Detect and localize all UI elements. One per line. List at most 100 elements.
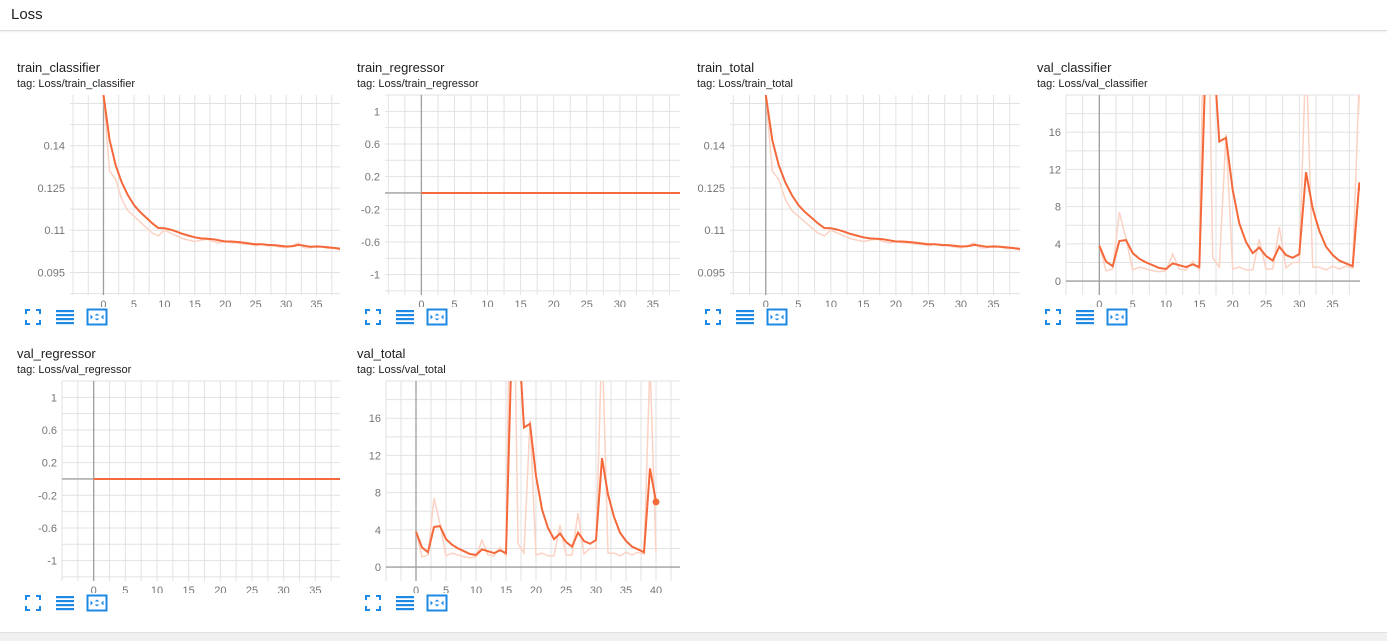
y-tick-label: 0.14	[704, 141, 725, 153]
x-tick-label: 5	[131, 299, 137, 307]
chart-tag: tag: Loss/val_regressor	[17, 364, 132, 376]
chart-tag: tag: Loss/train_classifier	[17, 78, 135, 90]
raw-series-line	[1098, 95, 1360, 273]
chart-title: val_classifier	[1037, 60, 1112, 75]
chart-card-val-total: val_total tag: Loss/val_total 0 5 10 15 20 25 30…	[340, 323, 680, 612]
log-scale-icon[interactable]	[55, 308, 77, 328]
chart-title: val_total	[357, 346, 406, 361]
chart-card-val-classifier: val_classifier tag: Loss/val_classifier 0 5…	[1020, 37, 1360, 326]
smoothed-series-line	[415, 381, 657, 557]
line-chart[interactable]: 0 5 10 15 20 25 30 35 0.095 0.11 0.125 0.14	[680, 37, 1020, 307]
x-tick-label: 20	[1227, 299, 1239, 307]
y-tick-label: 8	[375, 488, 381, 500]
fit-domain-icon[interactable]	[364, 308, 386, 328]
grid	[385, 94, 680, 295]
y-tick-label: -0.6	[38, 523, 57, 535]
x-tick-label: 35	[647, 299, 659, 307]
y-tick-label: 0.125	[37, 183, 65, 195]
expand-icon[interactable]	[86, 594, 108, 614]
x-tick-label: 10	[158, 299, 170, 307]
y-tick-label: 0.14	[44, 141, 65, 153]
x-tick-label: 25	[922, 299, 934, 307]
y-tick-label: -0.6	[361, 237, 380, 249]
y-tick-label: 0.2	[365, 172, 380, 184]
line-chart[interactable]: 0 5 10 15 20 25 30 35 -1 -0.6 -0.2 0.2 0.6 1	[0, 323, 340, 593]
x-tick-label: 25	[560, 585, 572, 593]
chart-card-train-classifier: train_classifier tag: Loss/train_classifi…	[0, 37, 340, 326]
line-chart[interactable]: 0 5 10 15 20 25 30 35 0.095 0.11 0.125 0.14	[0, 37, 340, 307]
x-tick-label: 5	[451, 299, 457, 307]
x-tick-label: 35	[620, 585, 632, 593]
line-chart[interactable]: 0 5 10 15 20 25 30 35 0 4 8 12 16	[1020, 37, 1360, 307]
y-tick-label: 0.095	[37, 267, 65, 279]
section-header[interactable]: Loss	[0, 0, 1387, 31]
x-tick-label: 5	[443, 585, 449, 593]
log-scale-icon[interactable]	[1075, 308, 1097, 328]
log-scale-icon[interactable]	[735, 308, 757, 328]
x-tick-label: 15	[514, 299, 526, 307]
y-tick-label: 0	[375, 562, 381, 574]
x-tick-label: 0	[100, 299, 106, 307]
x-tick-label: 35	[1327, 299, 1339, 307]
log-scale-icon[interactable]	[395, 308, 417, 328]
expand-icon[interactable]	[426, 308, 448, 328]
fit-domain-icon[interactable]	[24, 308, 46, 328]
x-tick-label: 20	[548, 299, 560, 307]
y-tick-label: 0.6	[365, 139, 380, 151]
x-tick-label: 15	[189, 299, 201, 307]
y-tick-label: -1	[47, 556, 57, 568]
chart-tag: tag: Loss/val_classifier	[1037, 78, 1148, 90]
x-tick-label: 10	[1160, 299, 1172, 307]
fit-domain-icon[interactable]	[24, 594, 46, 614]
x-tick-label: 25	[246, 585, 258, 593]
x-tick-label: 30	[614, 299, 626, 307]
chart-tag: tag: Loss/val_total	[357, 364, 446, 376]
fit-domain-icon[interactable]	[1044, 308, 1066, 328]
expand-icon[interactable]	[766, 308, 788, 328]
x-tick-label: 0	[91, 585, 97, 593]
y-tick-label: 12	[369, 450, 381, 462]
log-scale-icon[interactable]	[55, 594, 77, 614]
y-tick-label: 0.125	[697, 183, 725, 195]
x-tick-label: 0	[413, 585, 419, 593]
line-chart[interactable]: 0 5 10 15 20 25 30 35 -1 -0.6 -0.2 0.2 0.6 1	[340, 37, 680, 307]
y-tick-label: 4	[1055, 239, 1061, 251]
chart-title: val_regressor	[17, 346, 96, 361]
x-tick-label: 15	[1193, 299, 1205, 307]
x-tick-label: 20	[214, 585, 226, 593]
y-tick-label: 16	[1049, 127, 1061, 139]
line-chart[interactable]: 0 5 10 15 20 25 30 35 40 0 4 8 12 16	[340, 323, 680, 593]
expand-icon[interactable]	[426, 594, 448, 614]
grid	[70, 95, 340, 295]
chart-card-train-regressor: train_regressor tag: Loss/train_regressor…	[340, 37, 680, 326]
expand-icon[interactable]	[1106, 308, 1128, 328]
x-tick-label: 25	[581, 299, 593, 307]
y-tick-label: 8	[1055, 202, 1061, 214]
x-tick-label: 0	[763, 299, 769, 307]
x-tick-label: 20	[219, 299, 231, 307]
y-tick-label: 12	[1049, 164, 1061, 176]
last-point-marker	[652, 498, 660, 506]
x-tick-label: 35	[310, 299, 322, 307]
x-tick-label: 15	[183, 585, 195, 593]
x-tick-label: 5	[122, 585, 128, 593]
x-tick-label: 5	[1130, 299, 1136, 307]
fit-domain-icon[interactable]	[364, 594, 386, 614]
expand-icon[interactable]	[86, 308, 108, 328]
chart-tag: tag: Loss/train_total	[697, 78, 794, 90]
x-tick-label: 5	[795, 299, 801, 307]
x-tick-label: 10	[470, 585, 482, 593]
y-tick-label: 0.6	[42, 425, 57, 437]
y-tick-label: -0.2	[361, 204, 380, 216]
y-tick-label: 16	[369, 413, 381, 425]
grid	[61, 380, 340, 581]
y-tick-label: -0.2	[38, 490, 57, 502]
y-tick-label: 0	[1055, 276, 1061, 288]
chart-title: train_classifier	[17, 60, 101, 75]
x-tick-label: 0	[1096, 299, 1102, 307]
y-tick-label: 0.2	[42, 458, 57, 470]
fit-domain-icon[interactable]	[704, 308, 726, 328]
x-tick-label: 30	[1293, 299, 1305, 307]
log-scale-icon[interactable]	[395, 594, 417, 614]
x-tick-label: 10	[151, 585, 163, 593]
